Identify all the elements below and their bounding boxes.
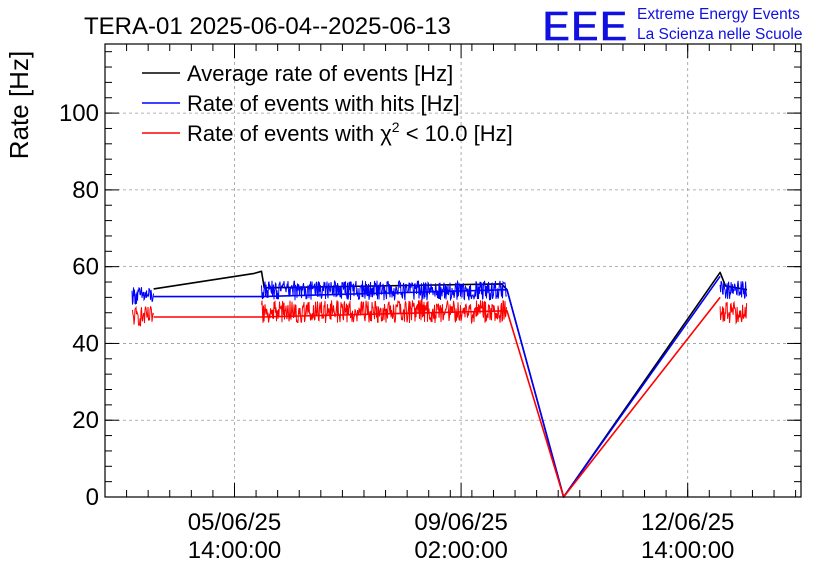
series-group [131, 270, 748, 498]
y-tick-label: 0 [86, 484, 99, 511]
series-noise-band [261, 299, 507, 325]
series-chi2-rate [131, 296, 748, 498]
eee-logo-line1: Extreme Energy Events [637, 6, 800, 23]
chart-title: TERA-01 2025-06-04--2025-06-13 [84, 13, 451, 40]
axis-ticks [104, 44, 801, 498]
y-tick-label: 60 [72, 254, 99, 281]
x-tick-label-time: 02:00:00 [414, 537, 507, 564]
series-line [153, 270, 748, 498]
y-tick-label: 40 [72, 330, 99, 357]
plot-frame [104, 43, 802, 498]
x-tick-label-time: 14:00:00 [188, 537, 281, 564]
series-average-rate [153, 270, 748, 498]
legend: Average rate of events [Hz] Rate of even… [142, 61, 513, 146]
legend-label-chi2: Rate of events with χ2 < 10.0 [Hz] [187, 119, 513, 146]
y-tick-label: 20 [72, 407, 99, 434]
legend-chi2-superscript: 2 [392, 119, 400, 135]
legend-label-hits: Rate of events with hits [Hz] [187, 91, 460, 116]
y-tick-label: 80 [72, 177, 99, 204]
x-tick-label-date: 12/06/25 [641, 509, 734, 536]
series-line [153, 275, 721, 498]
legend-chi2-text-a: Rate of events with [187, 121, 380, 146]
series-noise-band [261, 280, 507, 302]
y-axis-label: Rate [Hz] [4, 51, 34, 159]
grid-lines [105, 44, 801, 497]
series-noise-band [719, 280, 748, 299]
x-tick-label-date: 09/06/25 [414, 509, 507, 536]
x-tick-labels: 05/06/2514:00:0009/06/2502:00:0012/06/25… [188, 509, 735, 564]
y-tick-labels: 0 20 40 60 80 100 [59, 100, 99, 511]
legend-label-average: Average rate of events [Hz] [187, 61, 453, 86]
series-noise-band [719, 300, 748, 325]
legend-chi2-symbol: χ [380, 121, 392, 146]
x-tick-label-time: 14:00:00 [641, 537, 734, 564]
legend-chi2-text-b: < 10.0 [Hz] [400, 121, 513, 146]
eee-logo-mark: EEE [542, 2, 628, 51]
eee-logo: EEE Extreme Energy Events La Scienza nel… [541, 1, 802, 51]
y-tick-label: 100 [59, 100, 99, 127]
series-noise-band [131, 305, 154, 327]
series-hits-rate [131, 275, 748, 498]
eee-logo-line2: La Scienza nelle Scuole [637, 26, 802, 43]
series-noise-band [131, 286, 154, 305]
x-tick-label-date: 05/06/25 [188, 509, 281, 536]
series-line [153, 296, 721, 498]
